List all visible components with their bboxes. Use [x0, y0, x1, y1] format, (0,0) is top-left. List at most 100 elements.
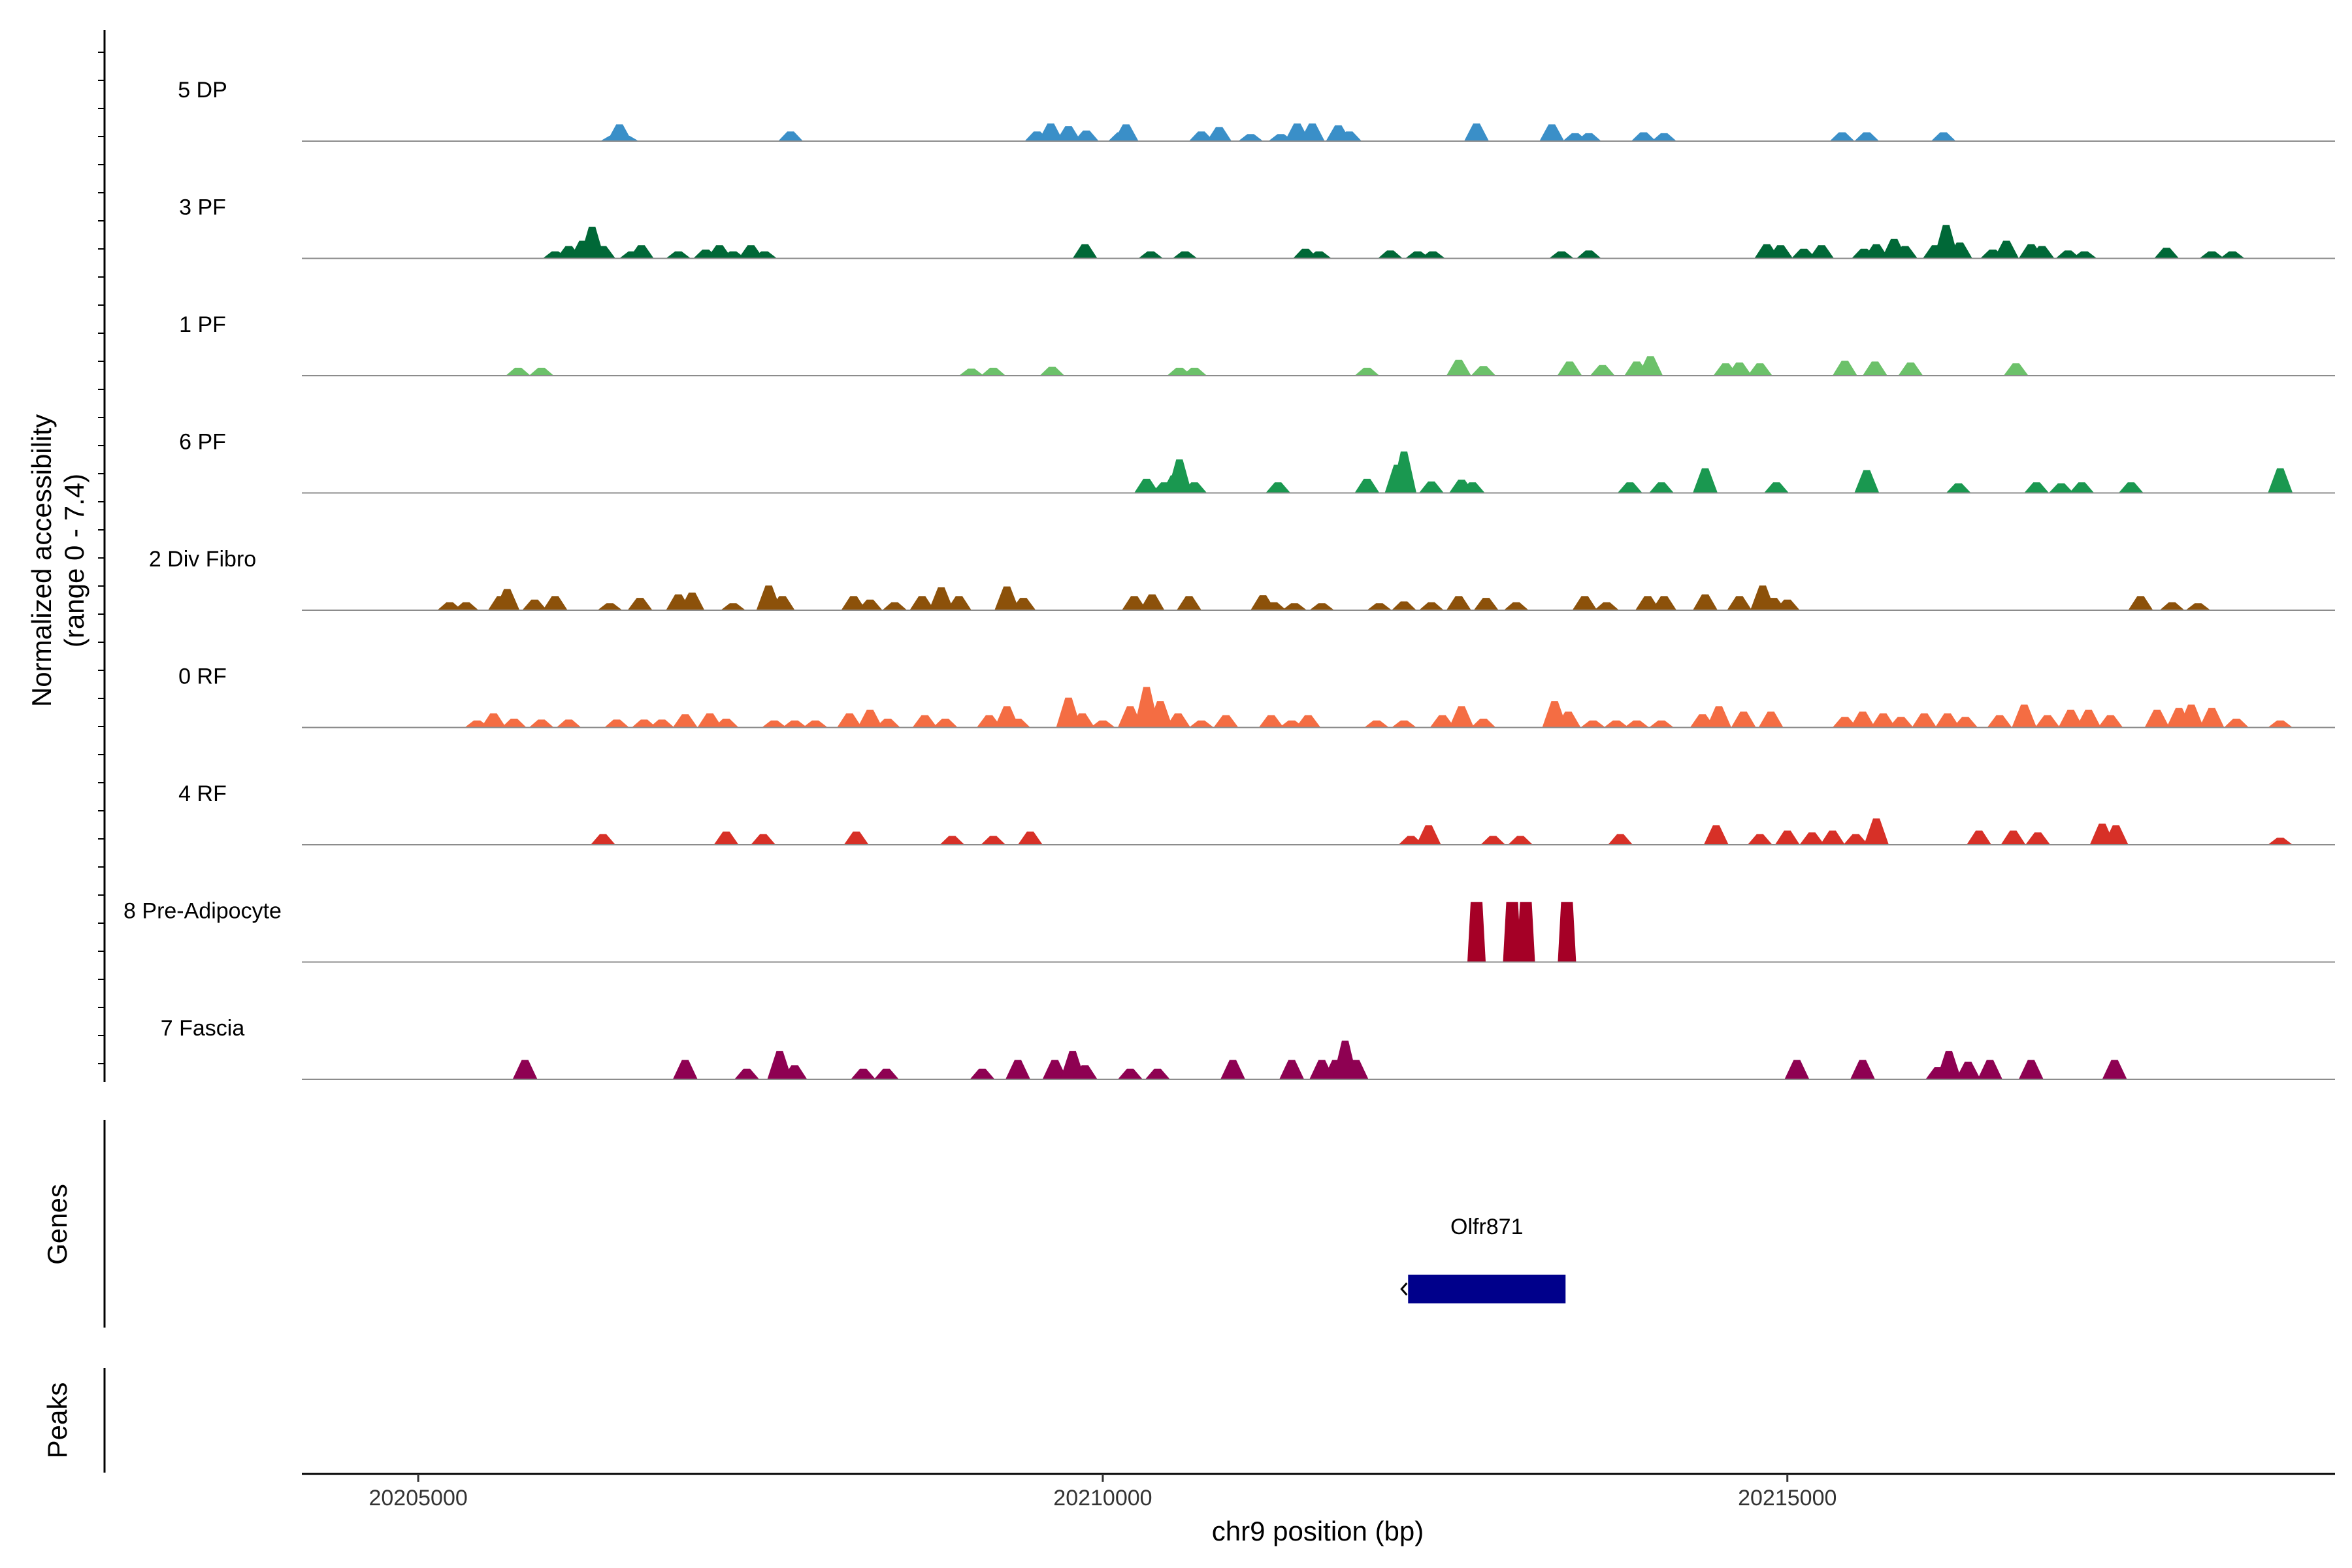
accessibility-peak — [802, 720, 828, 728]
accessibility-peak — [1446, 359, 1471, 376]
accessibility-peak — [2199, 708, 2225, 728]
genes-panel-label: Genes — [42, 1184, 73, 1265]
accessibility-peak — [1503, 902, 1522, 962]
accessibility-peak — [512, 1060, 538, 1079]
accessibility-peak — [1799, 832, 1825, 845]
accessibility-peak — [882, 602, 907, 610]
accessibility-peak — [1011, 598, 1036, 610]
accessibility-peak — [939, 836, 965, 845]
accessibility-peak — [752, 251, 777, 259]
accessibility-peak — [1603, 720, 1629, 728]
track-8-pre-adipocyte: 8 Pre-Adipocyte — [123, 899, 2335, 963]
accessibility-peak — [627, 598, 653, 610]
accessibility-peak — [1935, 713, 1960, 728]
accessibility-peak — [1580, 720, 1606, 728]
accessibility-peak — [2268, 468, 2293, 493]
accessibility-peak — [1337, 131, 1362, 141]
accessibility-peak — [1145, 1068, 1170, 1079]
accessibility-peak — [1631, 132, 1656, 141]
accessibility-peak — [2103, 825, 2129, 845]
accessibility-peak — [1590, 365, 1615, 376]
accessibility-peak — [1122, 596, 1147, 610]
strand-arrow-icon — [1400, 1282, 1408, 1296]
accessibility-peak — [1768, 245, 1793, 259]
accessibility-peak — [591, 246, 615, 259]
gene-olfr871: Olfr871 — [1400, 1215, 1566, 1303]
accessibility-peak — [2098, 715, 2123, 728]
x-tick-label: 20215000 — [1738, 1486, 1837, 1511]
accessibility-peak — [713, 719, 739, 728]
accessibility-peak — [1464, 123, 1489, 141]
accessibility-peak — [1471, 366, 1496, 376]
accessibility-peak — [1727, 362, 1752, 376]
accessibility-peak — [1418, 602, 1444, 610]
accessibility-peak — [958, 368, 984, 376]
accessibility-peak — [1967, 830, 1992, 845]
accessibility-peak — [1113, 124, 1139, 141]
accessibility-peak — [1576, 133, 1601, 141]
accessibility-peak — [1549, 251, 1574, 259]
accessibility-peak — [1220, 1060, 1245, 1079]
y-axis-title: Normalized accessibility (range 0 - 7.4) — [26, 414, 90, 707]
accessibility-peak — [1843, 834, 1869, 845]
track-label: 1 PF — [179, 312, 226, 337]
accessibility-peak — [1392, 451, 1416, 493]
accessibility-peak — [597, 603, 623, 610]
accessibility-peak — [1354, 478, 1380, 493]
accessibility-peak — [1038, 123, 1064, 141]
accessibility-peak — [604, 719, 629, 728]
accessibility-peak — [1953, 717, 1978, 728]
track-label: 0 RF — [178, 664, 227, 689]
accessibility-peak — [1378, 250, 1403, 259]
gene-annotations: Olfr871 — [1400, 1215, 1566, 1303]
accessibility-peak — [506, 367, 531, 376]
accessibility-peak — [1576, 250, 1601, 259]
accessibility-peak — [1148, 701, 1173, 728]
accessibility-peak — [1367, 603, 1392, 610]
accessibility-peak — [697, 713, 723, 728]
accessibility-peak — [857, 599, 883, 610]
accessibility-peak — [1172, 251, 1198, 259]
accessibility-peak — [2024, 482, 2050, 493]
accessibility-peak — [721, 603, 746, 610]
accessibility-peak — [2224, 719, 2249, 728]
accessibility-peak — [1731, 711, 1756, 728]
accessibility-peak — [1888, 717, 1914, 728]
y-axis-title-line-2: (range 0 - 7.4) — [59, 474, 90, 647]
accessibility-peak — [1177, 596, 1201, 610]
accessibility-peak — [1117, 1068, 1143, 1079]
accessibility-peak — [1279, 1060, 1305, 1079]
track-0-rf: 0 RF — [178, 664, 2335, 728]
accessibility-peak — [2154, 248, 2180, 259]
accessibility-peak — [649, 719, 675, 728]
accessibility-peak — [2179, 704, 2204, 728]
accessibility-peak — [679, 593, 705, 610]
x-axis-ticks: 20205000 20210000 20215000 — [368, 1474, 1837, 1511]
accessibility-peak — [734, 1068, 760, 1079]
accessibility-peak — [1832, 717, 1857, 728]
accessibility-peak — [2199, 251, 2225, 259]
coverage-y-axis-ticks — [98, 52, 105, 1064]
accessibility-peak — [1870, 713, 1896, 728]
accessibility-peak — [1188, 720, 1214, 728]
accessibility-peak — [912, 715, 938, 728]
accessibility-peak — [932, 719, 958, 728]
accessibility-peak — [2069, 482, 2095, 493]
accessibility-peak — [1556, 711, 1581, 728]
accessibility-peak — [1017, 831, 1043, 845]
accessibility-peak — [721, 251, 746, 259]
accessibility-peak — [1309, 603, 1335, 610]
accessibility-peak — [1820, 830, 1845, 845]
track-label: 5 DP — [178, 78, 227, 103]
accessibility-peak — [1791, 248, 1816, 259]
accessibility-peak — [556, 719, 581, 728]
accessibility-peak — [874, 1068, 899, 1079]
accessibility-peak — [994, 586, 1020, 610]
accessibility-peak — [782, 1065, 808, 1079]
accessibility-peak — [1987, 715, 2012, 728]
accessibility-peak — [1864, 818, 1889, 845]
accessibility-peak — [1947, 242, 1972, 259]
accessibility-peak — [1072, 1065, 1098, 1079]
accessibility-peak — [1042, 1060, 1068, 1079]
accessibility-peak — [762, 720, 787, 728]
